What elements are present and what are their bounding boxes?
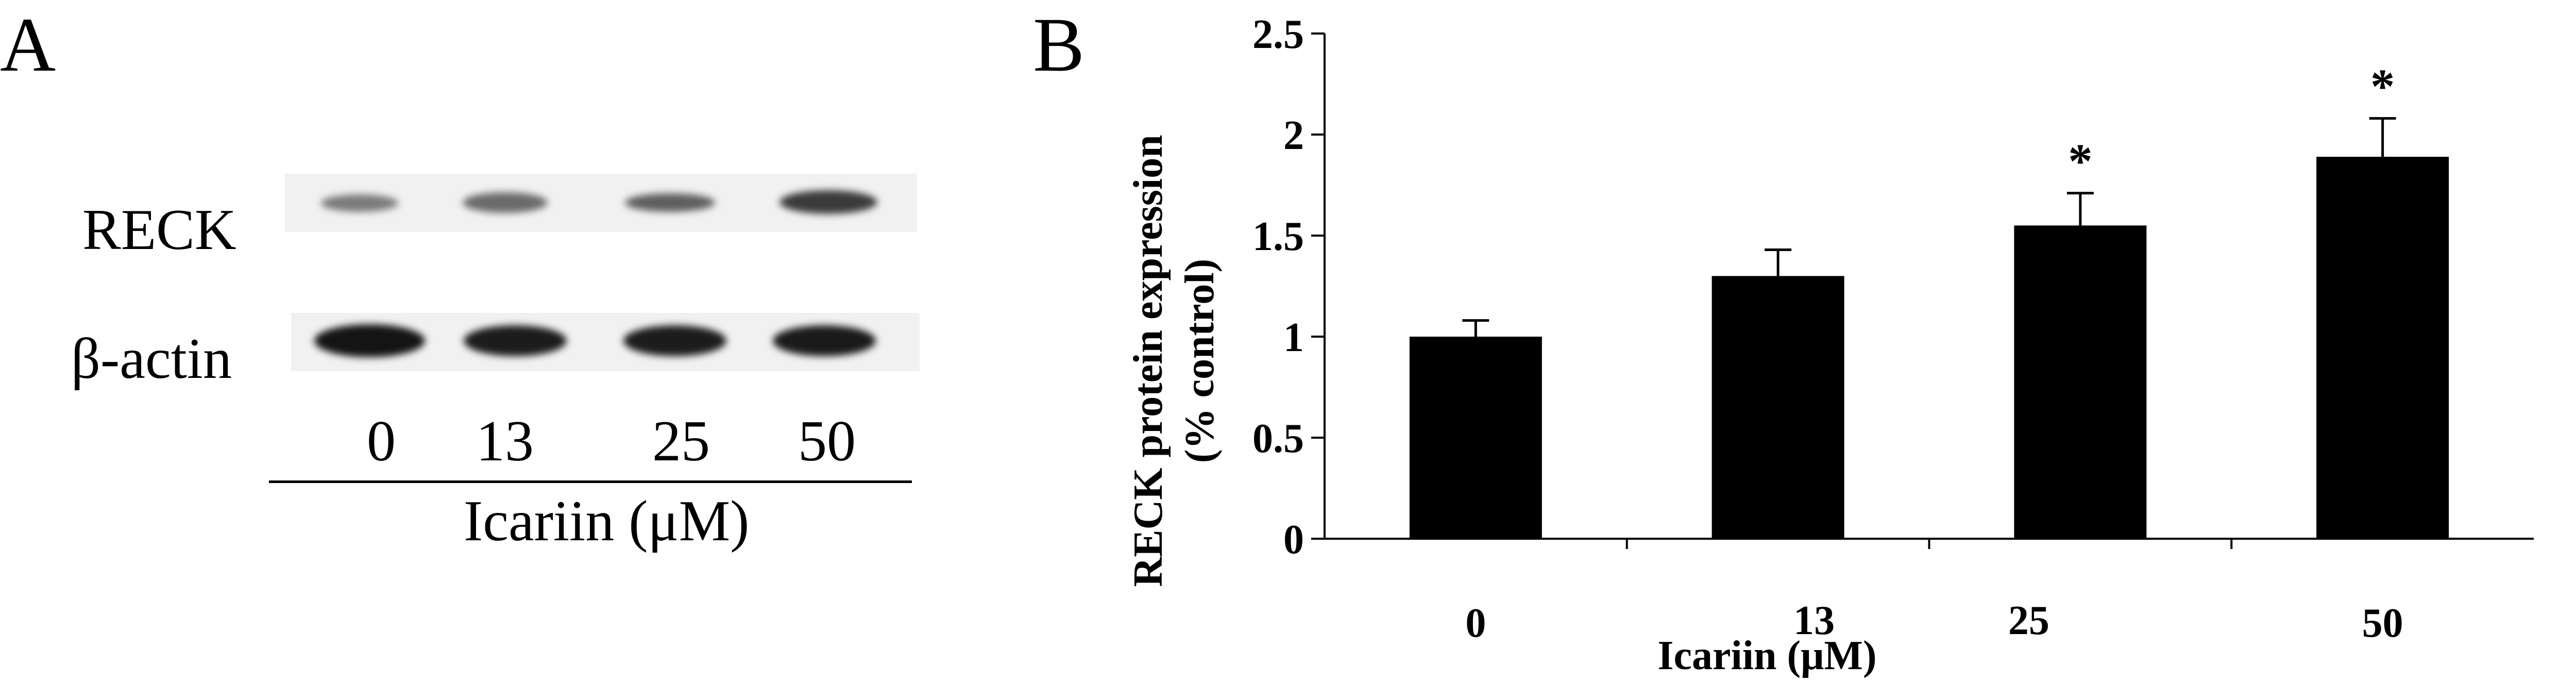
beta-actin-band-lane-1 (314, 324, 425, 357)
beta-actin-band-lane-4 (773, 325, 876, 356)
treatment-divider-line (269, 480, 912, 483)
lane-label-1: 0 (367, 409, 396, 473)
lane-label-2: 13 (476, 409, 534, 473)
bar-50 (2316, 157, 2449, 539)
reck-blot-strip (285, 174, 917, 232)
reck-band-lane-1 (321, 194, 398, 212)
reck-band-lane-4 (779, 190, 877, 214)
y-axis-title-line-1: RECK protein expression (1126, 135, 1171, 587)
significance-marker-25: * (2068, 134, 2093, 189)
panel-a-letter: A (0, 2, 56, 88)
lane-label-4: 50 (798, 409, 856, 473)
y-tick-label-3: 1.5 (1252, 214, 1304, 259)
reck-band-lane-2 (463, 192, 548, 213)
bar-chart: 0 0.5 1 1.5 2 2.5 0 13 * 25 * 50 Icariin (μM) RECK pr… (1126, 12, 2534, 678)
bar-0 (1409, 337, 1542, 539)
y-tick-label-2: 1 (1283, 315, 1304, 360)
reck-band-lane-3 (625, 193, 715, 212)
beta-actin-band-lane-3 (623, 325, 726, 356)
x-tick-label-50: 50 (2362, 601, 2403, 646)
panel-b-letter: B (1033, 2, 1085, 88)
x-tick-label-0: 0 (1465, 601, 1486, 646)
x-tick-label-25: 25 (2008, 598, 2049, 643)
beta-actin-blot-strip (291, 313, 920, 371)
y-tick-label-0: 0 (1283, 517, 1304, 562)
beta-actin-band-lane-2 (464, 325, 567, 356)
y-tick-label-4: 2 (1283, 113, 1304, 158)
bar-25 (2014, 225, 2147, 539)
x-axis-title: Icariin (μM) (1657, 633, 1876, 678)
y-tick-label-1: 0.5 (1252, 416, 1304, 461)
significance-marker-50: * (2370, 59, 2395, 114)
y-tick-label-5: 2.5 (1252, 12, 1304, 57)
y-axis-title-line-2: (% control) (1177, 259, 1223, 463)
bar-13 (1711, 276, 1844, 539)
lane-label-3: 25 (652, 409, 710, 473)
x-tick-label-13: 13 (1793, 598, 1835, 643)
treatment-label: Icariin (μM) (464, 489, 750, 553)
beta-actin-row-label: β-actin (71, 327, 232, 391)
reck-row-label: RECK (82, 198, 236, 262)
